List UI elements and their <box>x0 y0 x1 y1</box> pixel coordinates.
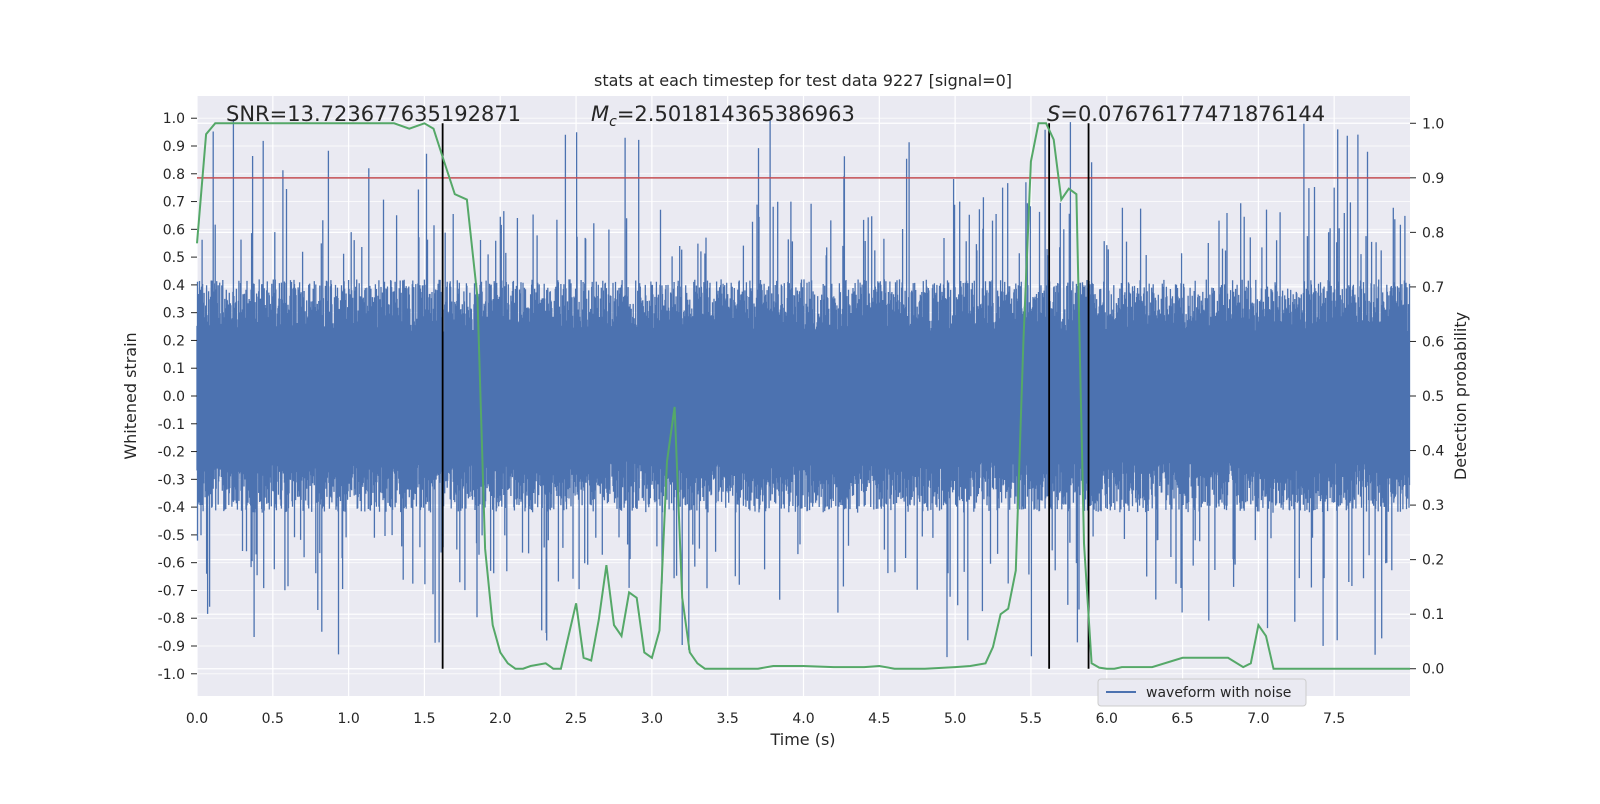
y-left-tick-label: 0.0 <box>163 389 185 405</box>
y-right-tick-label: 0.4 <box>1422 444 1444 460</box>
y-axis-label-right: Detection probability <box>1451 312 1470 480</box>
y-left-tick-label: 0.7 <box>163 195 185 211</box>
x-tick-label: 4.0 <box>792 711 814 727</box>
x-tick-label: 7.5 <box>1323 711 1345 727</box>
x-tick-label: 1.0 <box>337 711 359 727</box>
y-left-tick-label: -0.6 <box>158 556 185 572</box>
x-axis-label: Time (s) <box>769 730 835 749</box>
y-left-tick-label: -0.4 <box>158 500 185 516</box>
y-left-tick-label: -0.1 <box>158 417 185 433</box>
y-left-tick-label: 1.0 <box>163 111 185 127</box>
y-right-tick-label: 0.7 <box>1422 280 1444 296</box>
y-left-tick-label: 0.3 <box>163 306 185 322</box>
probability-series <box>196 122 1410 670</box>
y-left-tick-label: 0.6 <box>163 222 185 238</box>
x-tick-label: 1.5 <box>413 711 435 727</box>
ticks: 0.0 0.5 1.0 1.5 2.0 2.5 3.0 3.5 4.0 4.5 5.0 5.5 6.0 6… <box>158 111 1445 727</box>
x-tick-label: 4.5 <box>868 711 890 727</box>
waveform-line <box>196 119 1411 658</box>
y-axis-label-left: Whitened strain <box>121 332 140 459</box>
x-tick-label: 2.0 <box>489 711 511 727</box>
y-left-tick-label: -0.8 <box>158 611 185 627</box>
x-tick-label: 2.5 <box>565 711 587 727</box>
y-right-tick-label: 0.6 <box>1422 334 1444 350</box>
legend: waveform with noise <box>1097 678 1307 707</box>
s-annotation: S=0.07676177471876144 <box>1047 102 1325 126</box>
reference-lines <box>197 123 1410 669</box>
x-tick-label: 5.5 <box>1020 711 1042 727</box>
y-right-tick-label: 0.8 <box>1422 225 1444 241</box>
y-right-tick-label: 0.2 <box>1422 553 1444 569</box>
y-right-tick-label: 0.0 <box>1422 662 1444 678</box>
y-left-tick-label: -0.7 <box>158 583 185 599</box>
snr-annotation: SNR=13.723677635192871 <box>226 102 521 126</box>
x-tick-label: 6.5 <box>1171 711 1193 727</box>
y-left-tick-label: -0.3 <box>158 472 185 488</box>
y-left-tick-label: 0.4 <box>163 278 185 294</box>
y-left-tick-label: 0.2 <box>163 333 185 349</box>
x-tick-label: 5.0 <box>944 711 966 727</box>
x-tick-label: 7.0 <box>1247 711 1269 727</box>
y-right-tick-label: 0.9 <box>1422 171 1444 187</box>
x-tick-label: 3.0 <box>641 711 663 727</box>
chart-title: stats at each timestep for test data 922… <box>594 71 1012 90</box>
y-left-tick-label: 0.1 <box>163 361 185 377</box>
y-right-tick-label: 0.1 <box>1422 607 1444 623</box>
y-left-tick-label: -1.0 <box>158 667 185 683</box>
mc-annotation: Mc=2.501814365386963 <box>591 102 855 130</box>
legend-entry: waveform with noise <box>1146 685 1291 701</box>
y-left-tick-label: 0.8 <box>163 167 185 183</box>
y-right-tick-label: 0.3 <box>1422 498 1444 514</box>
x-tick-label: 6.0 <box>1096 711 1118 727</box>
legend-box <box>1097 678 1307 707</box>
x-tick-label: 3.5 <box>717 711 739 727</box>
detection-probability-line <box>196 122 1410 670</box>
x-tick-label: 0.5 <box>262 711 284 727</box>
y-right-tick-label: 1.0 <box>1422 116 1444 132</box>
x-tick-label: 0.0 <box>186 711 208 727</box>
waveform-series <box>196 119 1411 658</box>
y-left-tick-label: -0.2 <box>158 445 185 461</box>
y-left-tick-label: -0.5 <box>158 528 185 544</box>
y-left-tick-label: 0.5 <box>163 250 185 266</box>
y-left-tick-label: 0.9 <box>163 139 185 155</box>
y-left-tick-label: -0.9 <box>158 639 185 655</box>
y-right-tick-label: 0.5 <box>1422 389 1444 405</box>
